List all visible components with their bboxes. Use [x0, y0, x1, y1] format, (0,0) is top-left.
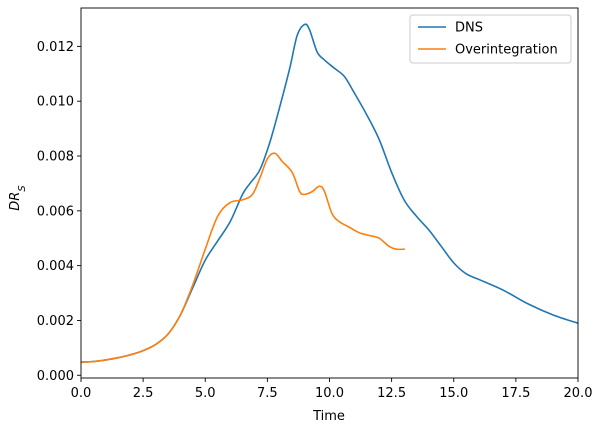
x-tick-label: 20.0 [564, 386, 593, 401]
x-tick-label: 2.5 [133, 386, 154, 401]
y-tick-label: 0.010 [37, 95, 74, 110]
legend-box [409, 14, 572, 64]
x-axis-label: Time [312, 409, 345, 424]
x-tick-label: 17.5 [501, 386, 530, 401]
series-group [81, 23, 578, 363]
y-tick-label: 0.000 [37, 369, 74, 384]
legend-label-overintegration: Overintegration [455, 43, 558, 58]
plot-area [81, 23, 578, 363]
axes: 0.0 2.5 5.0 7.5 10.0 12.5 15.0 17.5 20.0 0.000 0.0… [37, 7, 593, 401]
x-tick-label: 10.0 [315, 386, 344, 401]
y-tick-label: 0.006 [37, 204, 74, 219]
series-line-dns [81, 23, 578, 363]
y-tick-label: 0.008 [37, 150, 74, 165]
y-axis-label: DRS [8, 185, 28, 211]
legend-label-dns: DNS [455, 21, 483, 36]
x-tick-label: 7.5 [257, 386, 278, 401]
x-tick-label: 12.5 [377, 386, 406, 401]
x-tick-label: 15.0 [439, 386, 468, 401]
y-tick-label: 0.012 [37, 40, 74, 55]
x-tick-label: 0.0 [71, 386, 92, 401]
y-tick-label: 0.002 [37, 314, 74, 329]
series-line-overintegration [81, 152, 405, 363]
legend: DNS Overintegration [409, 14, 572, 64]
y-tick-label: 0.004 [37, 259, 74, 274]
x-tick-label: 5.0 [195, 386, 216, 401]
